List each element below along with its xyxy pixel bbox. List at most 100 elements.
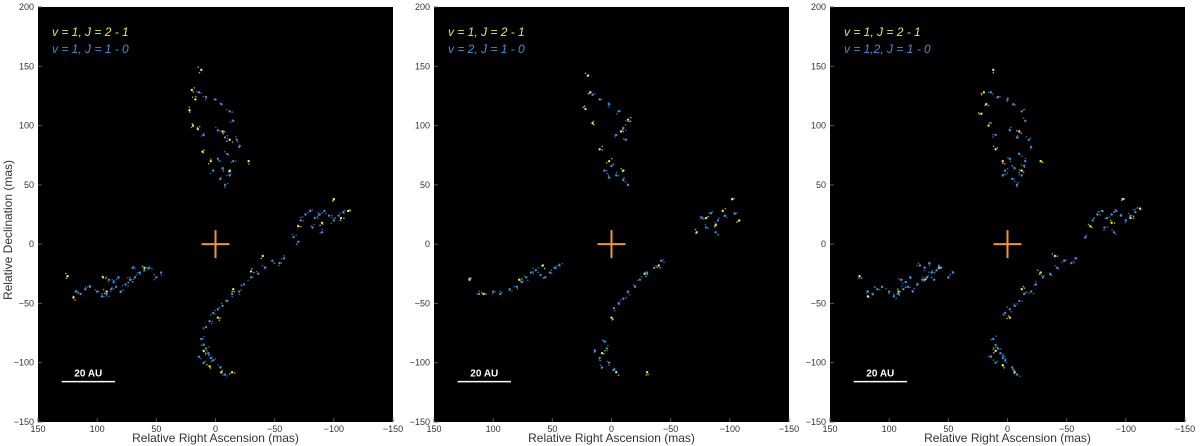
maser-spot: [207, 352, 210, 355]
maser-spot: [1004, 173, 1007, 176]
maser-spot: [208, 320, 211, 323]
maser-spot: [249, 276, 253, 279]
maser-spot: [1016, 303, 1018, 305]
maser-spot: [211, 356, 213, 359]
maser-spot: [213, 98, 215, 101]
maser-spot: [277, 264, 280, 267]
maser-spot: [540, 265, 543, 267]
maser-spot: [714, 221, 717, 224]
maser-spot: [550, 272, 553, 274]
maser-spot: [155, 276, 158, 279]
maser-spot: [299, 219, 302, 222]
y-tick-label: 0: [425, 239, 430, 249]
maser-spot: [606, 360, 608, 363]
maser-spot: [1018, 130, 1021, 133]
maser-spot: [220, 302, 223, 305]
maser-spot: [607, 344, 609, 347]
maser-spot: [1021, 300, 1024, 302]
x-tick-label: 100: [882, 424, 897, 434]
maser-spot: [933, 272, 935, 274]
maser-spot: [223, 373, 227, 376]
maser-spot: [605, 347, 608, 350]
maser-spot: [235, 160, 237, 162]
maser-spot: [349, 210, 351, 212]
maser-spot: [112, 287, 115, 290]
maser-spot: [218, 306, 221, 309]
maser-spot: [624, 181, 627, 183]
maser-spot: [938, 264, 940, 267]
x-tick-label: 150: [30, 424, 45, 434]
maser-spot: [227, 170, 230, 173]
maser-spot: [605, 169, 608, 172]
maser-spot: [491, 293, 494, 295]
maser-spot: [598, 98, 601, 100]
maser-spot: [209, 367, 212, 369]
maser-spot: [655, 264, 657, 267]
maser-spot: [113, 279, 115, 282]
x-tick-label: 150: [426, 424, 441, 434]
maser-spot: [1041, 276, 1045, 279]
maser-spot: [1070, 261, 1073, 265]
maser-spot: [1007, 156, 1009, 159]
panel-2: −150 −100 −50 0 50 100 150 200 150 100 50 0 −50 −100 −…: [410, 2, 799, 445]
maser-spot: [548, 271, 552, 274]
maser-spot: [607, 105, 610, 108]
maser-spot: [1041, 160, 1043, 163]
maser-spot: [615, 112, 618, 115]
maser-spot: [587, 92, 590, 95]
maser-spot: [1016, 186, 1018, 188]
maser-spot: [320, 231, 324, 234]
maser-spot: [219, 160, 222, 162]
maser-spot: [95, 290, 99, 293]
maser-spot: [1013, 167, 1016, 170]
maser-spot: [1061, 261, 1063, 264]
maser-spot: [1029, 137, 1032, 140]
maser-spot: [1002, 313, 1004, 315]
maser-spot: [610, 316, 613, 319]
maser-spot: [694, 228, 697, 231]
maser-spot: [916, 282, 918, 284]
maser-spot: [558, 263, 560, 265]
maser-spot: [202, 151, 205, 154]
maser-spot: [600, 367, 603, 369]
maser-spot: [112, 280, 115, 284]
maser-spot: [607, 159, 611, 163]
maser-spot: [718, 217, 720, 219]
maser-spot: [636, 279, 639, 282]
maser-spot: [282, 257, 286, 260]
maser-spot: [1018, 171, 1020, 174]
maser-spot: [209, 354, 211, 356]
maser-spot: [325, 212, 327, 215]
maser-spot: [108, 295, 111, 298]
maser-spot: [494, 291, 496, 293]
x-tick-label: 50: [151, 424, 161, 434]
maser-spot: [1108, 216, 1111, 218]
maser-spot: [988, 355, 990, 358]
maser-spot: [1034, 280, 1037, 283]
maser-spot: [207, 354, 210, 357]
maser-spot: [1022, 117, 1025, 119]
x-tick-label: −50: [663, 424, 678, 434]
maser-spot: [1136, 207, 1139, 209]
maser-spot: [1064, 259, 1067, 261]
maser-spot: [233, 372, 236, 374]
maser-spot: [1011, 367, 1014, 370]
maser-spot: [1034, 283, 1038, 286]
maser-spot: [220, 365, 222, 368]
maser-spot: [151, 267, 153, 270]
maser-spot: [1004, 357, 1007, 360]
maser-spot: [860, 277, 863, 279]
maser-spot: [996, 347, 1000, 350]
x-axis-label: Relative Right Ascension (mas): [528, 431, 695, 445]
maser-spot: [237, 145, 241, 149]
maser-spot: [235, 138, 238, 141]
maser-spot: [879, 288, 881, 291]
maser-spot: [115, 278, 118, 281]
maser-spot: [725, 216, 728, 219]
maser-spot: [1020, 110, 1023, 113]
maser-spot: [600, 352, 604, 355]
maser-spot: [119, 291, 121, 294]
maser-spot: [1018, 173, 1020, 176]
maser-spot: [129, 276, 131, 279]
